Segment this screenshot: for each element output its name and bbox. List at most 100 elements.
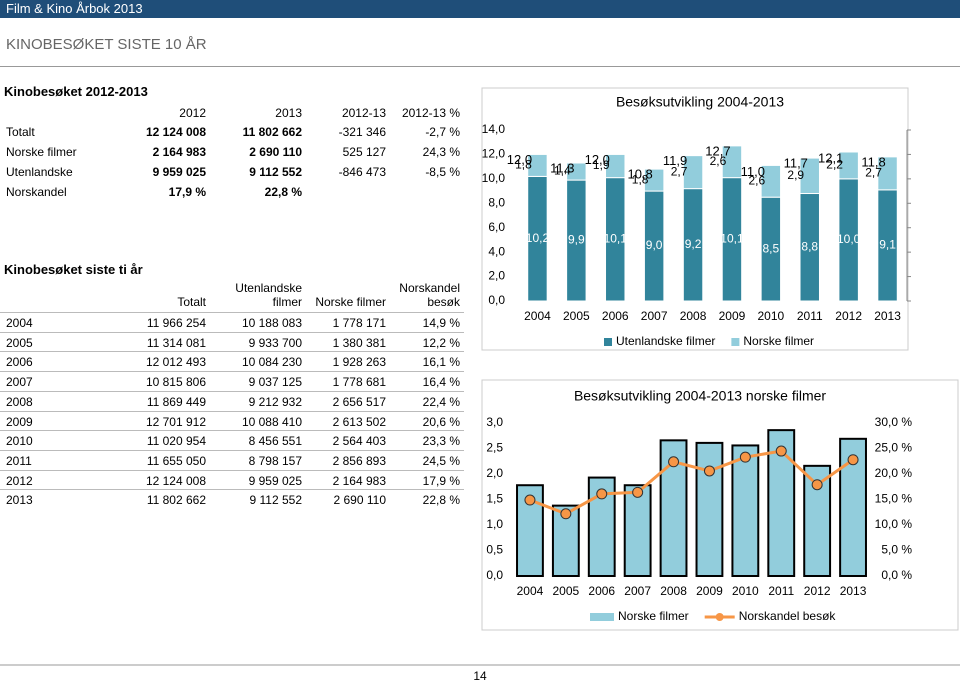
column-header: 2012 — [179, 106, 206, 120]
data-label: 9,2 — [685, 237, 702, 251]
bar — [605, 153, 626, 179]
x-tick-label: 2012 — [835, 309, 862, 323]
cell: 2 656 517 — [332, 394, 386, 409]
total-label: 11,7 — [784, 156, 808, 171]
cell: 17,9 % — [422, 473, 460, 488]
y2-tick-label: 30,0 % — [875, 415, 913, 429]
row-label: Norskandel — [6, 185, 67, 199]
y-tick-label: 1,0 — [486, 517, 503, 531]
point — [847, 454, 859, 466]
cell: 2 613 502 — [332, 414, 386, 429]
bar — [838, 151, 859, 180]
cell: 2 856 893 — [332, 453, 386, 468]
chart-title: Besøksutvikling 2004-2013 norske filmer — [574, 388, 826, 404]
cell: 9 959 025 — [152, 165, 206, 179]
point — [524, 494, 536, 506]
cell: 9 933 700 — [248, 335, 302, 350]
column-header: 2012-13 % — [401, 106, 460, 120]
data-label: 1,8 — [515, 158, 532, 172]
row-divider — [0, 489, 464, 491]
cell: -321 346 — [338, 125, 386, 139]
chart-frame — [481, 379, 959, 631]
cell: 22,8 % — [264, 185, 302, 199]
x-tick-label: 2011 — [768, 584, 794, 598]
data-label: 2,6 — [749, 173, 766, 187]
cell: 12 124 008 — [145, 473, 206, 488]
cell: 1 380 381 — [332, 335, 386, 350]
row-divider — [0, 371, 464, 373]
row-divider — [0, 430, 464, 432]
x-tick-label: 2008 — [660, 584, 687, 598]
row-label: Norske filmer — [6, 145, 77, 159]
y2-tick-label: 15,0 % — [875, 492, 913, 506]
bar — [695, 441, 724, 578]
data-label: 8,5 — [763, 241, 780, 255]
legend-swatch — [590, 613, 614, 621]
page-number: 14 — [473, 669, 487, 683]
cell: 23,3 % — [422, 434, 460, 449]
chart-title: Besøksutvikling 2004-2013 — [616, 94, 784, 110]
legend-label: Norske filmer — [618, 609, 689, 623]
legend-marker — [715, 613, 724, 621]
cell: 10 084 230 — [241, 355, 302, 370]
point — [811, 479, 823, 491]
column-header: Totalt — [177, 295, 206, 309]
bar — [877, 156, 898, 191]
total-label: 10,8 — [627, 167, 652, 182]
line — [529, 449, 854, 516]
column-header: Norskandel besøk — [399, 281, 460, 309]
point — [668, 456, 680, 468]
data-label: 9,0 — [646, 238, 663, 252]
legend-label: Norske filmer — [743, 334, 814, 348]
row-label: Utenlandske — [6, 165, 73, 179]
cell: 24,5 % — [422, 453, 460, 468]
y2-tick-label: 20,0 % — [875, 466, 913, 480]
divider — [0, 66, 960, 67]
total-label: 12,1 — [818, 151, 843, 166]
cell: 16,1 % — [422, 355, 460, 370]
data-label: 2,9 — [787, 168, 804, 182]
legend-label: Utenlandske filmer — [616, 334, 715, 348]
cell: 10 088 410 — [241, 414, 302, 429]
x-tick-label: 2005 — [563, 309, 590, 323]
row-label: 2013 — [6, 493, 33, 508]
x-tick-label: 2013 — [874, 309, 901, 323]
bar — [682, 155, 704, 190]
header-bar — [0, 0, 960, 18]
cell: 12 012 493 — [145, 355, 206, 370]
cell: 1 778 681 — [332, 375, 386, 390]
cell: 11 802 662 — [146, 493, 206, 508]
bar — [839, 437, 867, 577]
y-tick-label: 1,5 — [486, 492, 503, 506]
y2-tick-label: 5,0 % — [881, 543, 912, 557]
publication: Film & Kino Årbok 2013 — [6, 1, 143, 16]
y-tick-label: 14,0 — [482, 122, 506, 136]
y-tick-label: 4,0 — [488, 244, 505, 258]
row-divider — [0, 390, 464, 392]
cell: 11 966 254 — [146, 316, 206, 330]
row-divider — [0, 469, 464, 471]
cell: -846 473 — [338, 165, 386, 179]
legend-swatch — [731, 338, 740, 346]
y-tick-label: 6,0 — [488, 220, 505, 234]
x-tick-label: 2011 — [797, 309, 823, 323]
y-tick-label: 2,0 — [486, 466, 503, 480]
cell: 8 798 157 — [248, 453, 302, 468]
y-tick-label: 0,0 — [486, 568, 503, 582]
x-tick-label: 2008 — [680, 309, 707, 323]
section-title: KINOBESØKET SISTE 10 ÅR — [6, 36, 207, 53]
x-tick-label: 2013 — [840, 584, 867, 598]
cell: 12 124 008 — [145, 125, 206, 139]
bar — [721, 145, 743, 179]
cell: 12,2 % — [422, 335, 460, 350]
cell: 10 815 806 — [145, 375, 206, 390]
cell: 2 164 983 — [332, 473, 386, 488]
data-label: 1,4 — [554, 164, 571, 178]
cell: 11 869 449 — [146, 394, 206, 409]
data-label: 10,1 — [604, 231, 628, 245]
x-tick-label: 2010 — [757, 309, 784, 323]
cell: 11 802 662 — [242, 125, 302, 139]
cell: -8,5 % — [425, 165, 460, 179]
cell: 16,4 % — [422, 375, 460, 390]
